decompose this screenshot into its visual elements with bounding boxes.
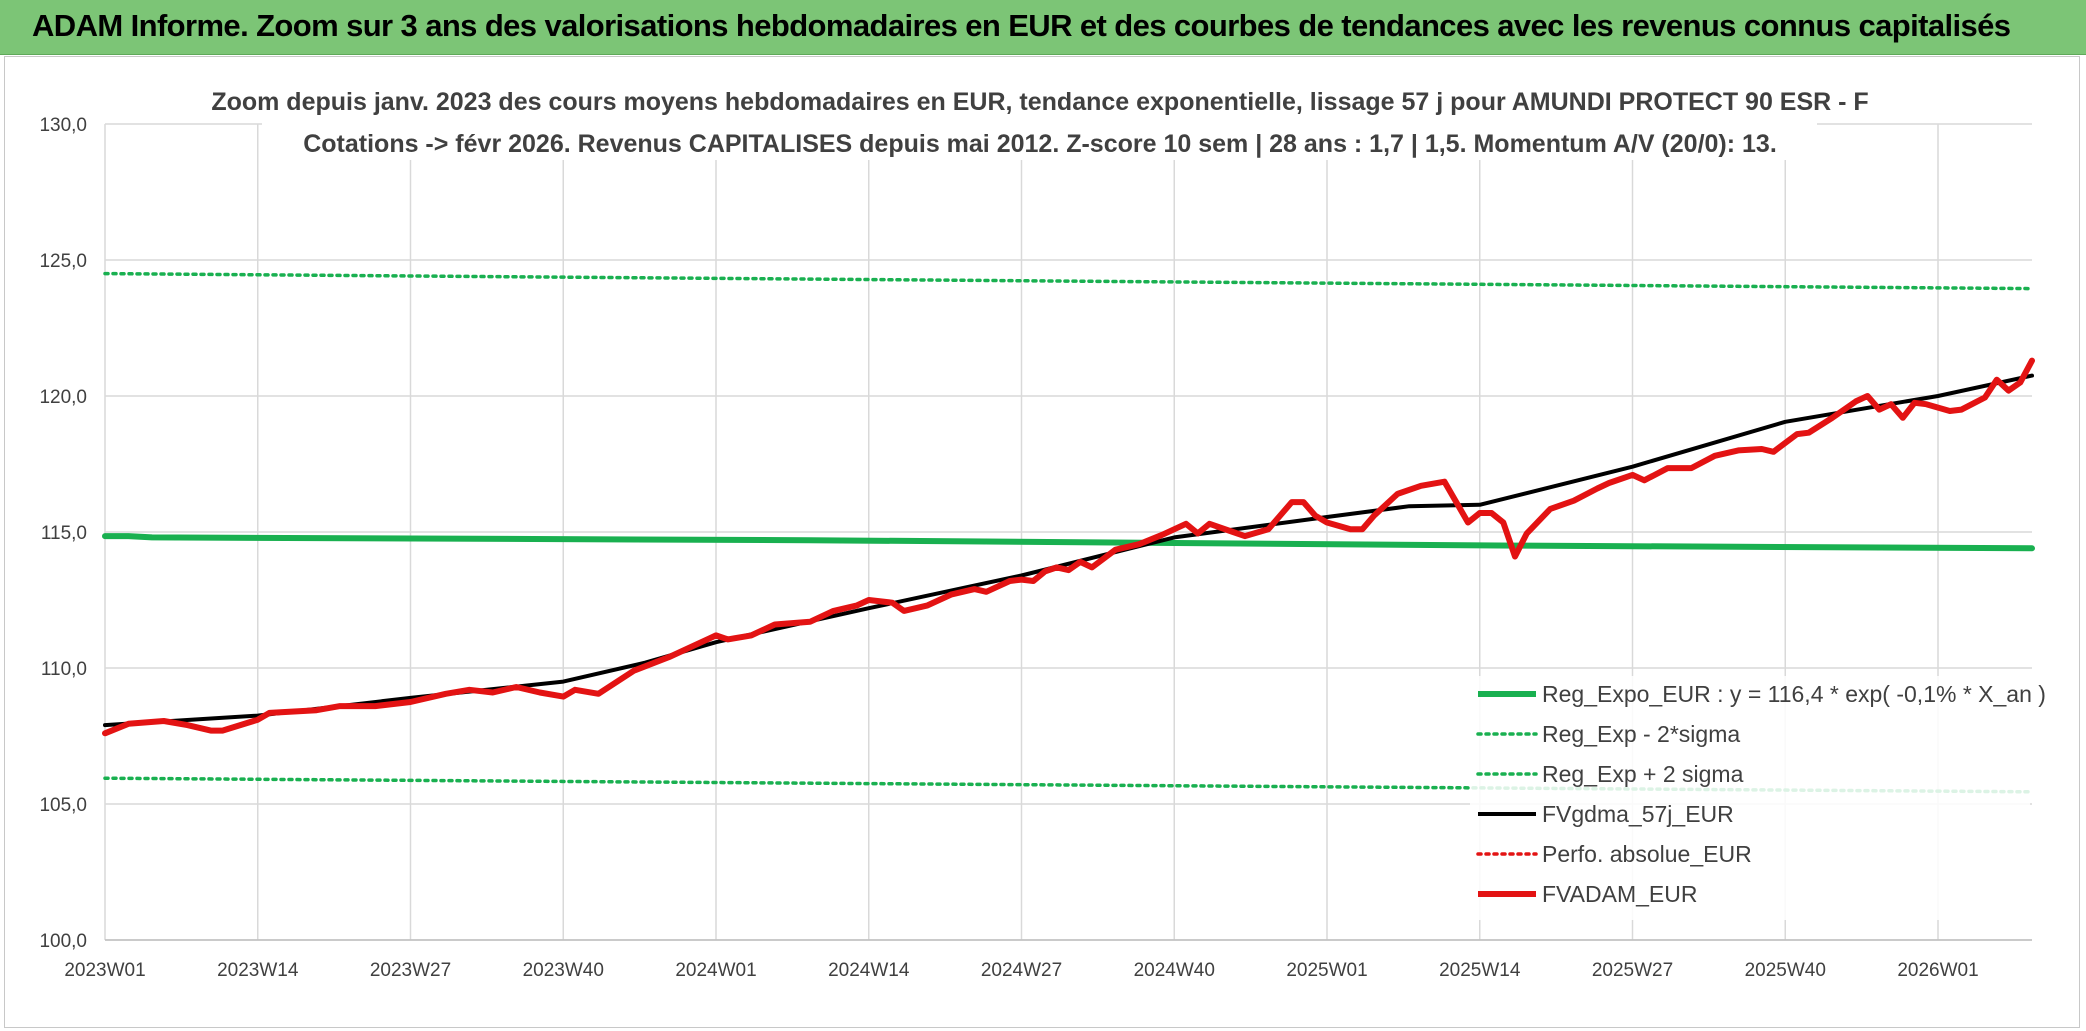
- report-banner: ADAM Informe. Zoom sur 3 ans des valoris…: [0, 0, 2086, 55]
- x-tick-label: 2024W01: [675, 960, 756, 981]
- x-tick-label: 2024W40: [1134, 960, 1215, 981]
- legend-label: Reg_Expo_EUR : y = 116,4 * exp( -0,1% * …: [1542, 681, 2046, 707]
- x-tick-label: 2024W27: [981, 960, 1062, 981]
- series-line-0: [102, 533, 2035, 552]
- y-tick-label: 110,0: [41, 659, 87, 680]
- series-line-2: [103, 271, 2034, 291]
- legend-label: Perfo. absolue_EUR: [1542, 841, 1752, 867]
- legend-label: FVADAM_EUR: [1542, 881, 1698, 907]
- y-tick-label: 125,0: [39, 251, 87, 272]
- legend-label: FVgdma_57j_EUR: [1542, 801, 1734, 827]
- series-line-5: [102, 357, 2035, 737]
- y-tick-label: 130,0: [39, 115, 87, 136]
- x-tick-label: 2025W27: [1592, 960, 1673, 981]
- series-layer: [102, 271, 2035, 794]
- series-line-3: [103, 373, 2034, 728]
- legend-label: Reg_Exp + 2 sigma: [1542, 761, 1744, 787]
- y-tick-label: 120,0: [39, 387, 87, 408]
- axis-layer: 100,0 105,0 110,0 115,0 120,0 125,0 130,0 2023W…: [39, 115, 2032, 981]
- x-tick-label: 2025W01: [1286, 960, 1367, 981]
- x-tick-label: 2024W14: [828, 960, 910, 981]
- legend-label: Reg_Exp - 2*sigma: [1542, 721, 1740, 747]
- x-tick-label: 2023W14: [217, 960, 299, 981]
- x-tick-label: 2023W40: [523, 960, 604, 981]
- y-tick-label: 105,0: [39, 795, 87, 816]
- y-tick-label: 115,0: [41, 523, 87, 544]
- x-tick-label: 2025W40: [1745, 960, 1826, 981]
- x-tick-label: 2026W01: [1897, 960, 1978, 981]
- chart-title-line2: Cotations -> févr 2026. Revenus CAPITALI…: [303, 130, 1777, 158]
- x-tick-label: 2023W27: [370, 960, 451, 981]
- legend: Reg_Expo_EUR : y = 116,4 * exp( -0,1% * …: [1470, 676, 2046, 920]
- series-line-1: [103, 776, 2034, 794]
- report-title: ADAM Informe. Zoom sur 3 ans des valoris…: [32, 8, 2011, 43]
- title-background: [262, 80, 1817, 160]
- x-tick-label: 2025W14: [1439, 960, 1521, 981]
- legend-background: [1470, 676, 2030, 920]
- x-tick-label: 2023W01: [64, 960, 145, 981]
- y-tick-label: 100,0: [39, 931, 87, 952]
- chart-title-line1: Zoom depuis janv. 2023 des cours moyens …: [211, 88, 1868, 116]
